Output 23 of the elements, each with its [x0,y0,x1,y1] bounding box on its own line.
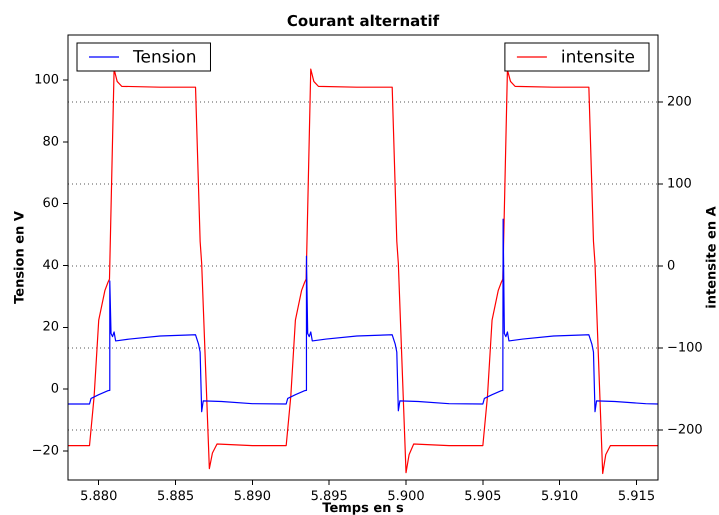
y-tick-label: −20 [32,443,59,458]
y-tick-label: 20 [42,320,59,335]
x-tick-label: 5.880 [80,489,118,504]
legend-label: Tension [132,47,196,68]
y2-tick-label: −200 [667,422,703,438]
y-axis-title: Tension en V [12,211,28,304]
y2-axis-title: intensite en A [704,206,719,309]
chart-title: Courant alternatif [286,12,440,30]
y2-tick-label: 0 [667,258,676,274]
y-tick-label: 0 [50,382,59,397]
x-tick-label: 5.910 [541,489,578,504]
y2-tick-label: 200 [667,94,692,110]
legend-label: intensite [560,47,636,68]
y-tick-label: 60 [42,196,59,212]
x-tick-label: 5.885 [156,489,194,504]
y2-tick-label: −100 [667,340,703,356]
x-tick-label: 5.915 [618,489,656,504]
x-tick-label: 5.890 [234,489,271,504]
y2-tick-label: 100 [667,176,692,192]
y-tick-label: 100 [34,72,59,88]
y-tick-label: 80 [42,134,59,150]
x-tick-label: 5.905 [464,489,502,504]
y-tick-label: 40 [42,258,59,273]
